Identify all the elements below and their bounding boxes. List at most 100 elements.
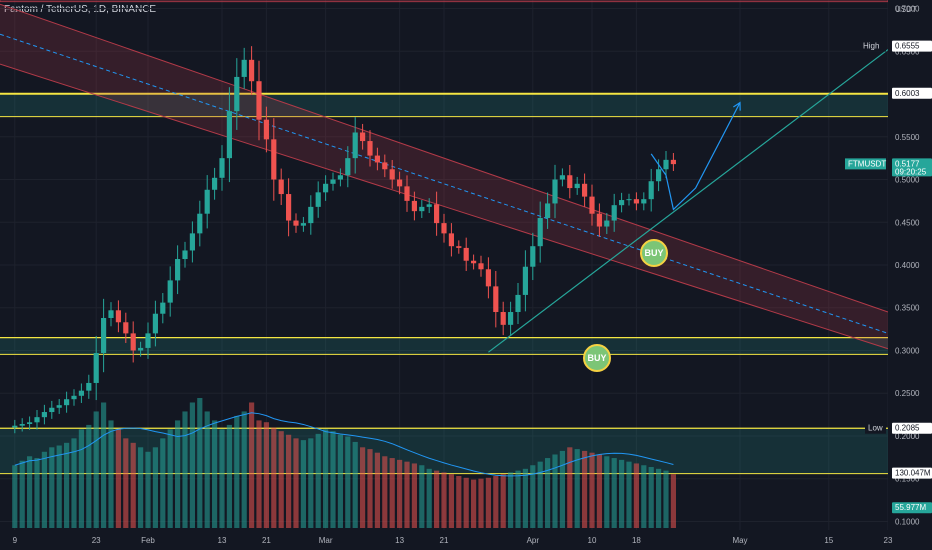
price-tag-value: 0.6555 xyxy=(895,42,920,51)
volume-bar xyxy=(471,479,477,528)
candle xyxy=(419,206,425,212)
volume-bar xyxy=(404,461,410,528)
volume-bar xyxy=(670,474,676,528)
candle xyxy=(256,81,262,120)
volume-bar xyxy=(656,468,662,528)
volume-bar xyxy=(93,411,99,528)
time-axis-tick: Apr xyxy=(527,536,540,545)
volume-bar xyxy=(64,442,70,528)
candle xyxy=(189,233,195,251)
volume-bar xyxy=(389,458,395,528)
volume-bar xyxy=(604,456,610,528)
price-tag-label-bg xyxy=(860,40,886,52)
price-axis-tick: 0.4000 xyxy=(895,261,920,270)
candle xyxy=(559,175,565,180)
volume-bar xyxy=(478,478,484,528)
time-axis-tick: May xyxy=(732,536,747,545)
volume-bar xyxy=(293,438,299,528)
candle xyxy=(663,159,669,170)
candle xyxy=(71,395,77,400)
candle xyxy=(493,286,499,313)
channel-mid-line xyxy=(0,33,889,334)
candle xyxy=(212,177,218,190)
volume-bar xyxy=(315,433,321,528)
volume-bar xyxy=(596,454,602,528)
candle xyxy=(397,179,403,187)
candle xyxy=(567,175,573,189)
time-axis-tick: Mar xyxy=(319,536,333,545)
volume-bar xyxy=(271,427,277,528)
candle xyxy=(382,162,388,170)
volume-bar xyxy=(175,420,181,528)
candle xyxy=(545,203,551,218)
volume-bar xyxy=(204,411,210,528)
candle xyxy=(78,390,84,396)
buy-sticker-label: BUY xyxy=(587,353,606,363)
volume-bar xyxy=(145,451,151,528)
volume-bar xyxy=(108,420,114,528)
channel-lower-line xyxy=(0,63,889,350)
volume-bar xyxy=(360,447,366,528)
candle xyxy=(463,247,469,261)
time-axis-tick: 18 xyxy=(632,536,641,545)
price-axis-tick: 0.3500 xyxy=(895,304,920,313)
candle xyxy=(56,405,62,408)
candle xyxy=(234,76,240,112)
candle xyxy=(145,333,151,348)
candle xyxy=(219,158,225,178)
volume-bar xyxy=(101,402,107,528)
volume-bar xyxy=(663,470,669,528)
volume-bar xyxy=(130,442,136,528)
price-tag-label-bg xyxy=(845,158,886,170)
candle xyxy=(108,310,114,318)
price-tag-bg xyxy=(892,158,932,177)
volume-bar xyxy=(582,450,588,528)
price-axis-tick: 0.5000 xyxy=(895,176,920,185)
candle xyxy=(582,183,588,197)
candle xyxy=(478,263,484,270)
candle xyxy=(508,312,514,325)
buy-sticker-label: BUY xyxy=(644,248,663,258)
time-axis-tick: 10 xyxy=(588,536,597,545)
candle xyxy=(619,200,625,206)
volume-bar xyxy=(552,454,558,528)
candle xyxy=(670,159,676,165)
candle xyxy=(286,194,292,221)
candle xyxy=(49,407,55,413)
price-tag-bg xyxy=(892,87,932,99)
volume-ma-line xyxy=(14,412,674,477)
price-tag-bg xyxy=(892,422,932,434)
candle xyxy=(308,206,314,224)
price-tag-bg xyxy=(892,40,932,52)
volume-bar xyxy=(345,436,351,528)
candle xyxy=(138,347,144,351)
volume-bar xyxy=(493,476,499,528)
volume-bar xyxy=(441,472,447,528)
volume-bar xyxy=(508,472,514,528)
price-tag-label: FTMUSDT xyxy=(848,159,886,168)
volume-bar xyxy=(189,402,195,528)
volume-bar xyxy=(138,447,144,528)
candle xyxy=(226,111,232,159)
price-axis-tick: 0.2500 xyxy=(895,389,920,398)
price-axis-tick: 0.1000 xyxy=(895,517,920,526)
price-tag-label: High xyxy=(863,42,879,51)
candle xyxy=(41,412,47,418)
volume-bar xyxy=(374,452,380,528)
volume-bar xyxy=(226,424,232,528)
channel-fill xyxy=(0,4,888,349)
candle xyxy=(323,183,329,193)
volume-bar xyxy=(263,422,269,528)
candle xyxy=(626,199,632,201)
volume-bar xyxy=(197,398,203,528)
candle xyxy=(574,183,580,189)
volume-bar xyxy=(286,434,292,528)
volume-bar xyxy=(382,456,388,528)
volume-bar xyxy=(337,434,343,528)
volume-bar xyxy=(463,477,469,528)
volume-bar xyxy=(456,476,462,528)
time-axis-tick: 23 xyxy=(92,536,101,545)
volume-bar xyxy=(611,458,617,528)
candle xyxy=(93,353,99,383)
